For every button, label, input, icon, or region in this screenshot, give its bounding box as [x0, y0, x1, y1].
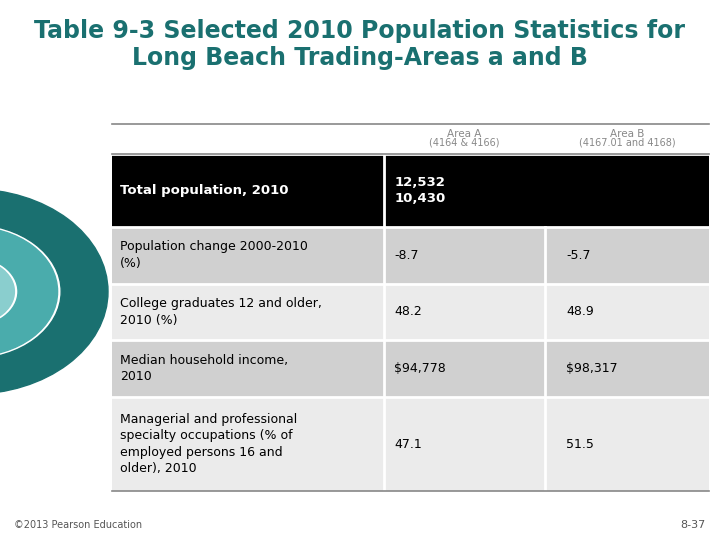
Text: $98,317: $98,317	[567, 362, 618, 375]
Text: Table 9-3 Selected 2010 Population Statistics for: Table 9-3 Selected 2010 Population Stati…	[35, 19, 685, 43]
Text: (4164 & 4166): (4164 & 4166)	[429, 138, 500, 148]
Text: -5.7: -5.7	[567, 248, 591, 262]
Text: 47.1: 47.1	[395, 437, 422, 451]
Text: Managerial and professional
specialty occupations (% of
employed persons 16 and
: Managerial and professional specialty oc…	[120, 413, 297, 475]
Text: College graduates 12 and older,
2010 (%): College graduates 12 and older, 2010 (%)	[120, 297, 322, 327]
Text: 48.2: 48.2	[395, 305, 422, 319]
Text: Long Beach Trading-Areas a and B: Long Beach Trading-Areas a and B	[132, 46, 588, 70]
Text: Area B: Area B	[610, 129, 644, 139]
Wedge shape	[0, 259, 14, 324]
Text: 51.5: 51.5	[567, 437, 594, 451]
Wedge shape	[0, 227, 58, 356]
Wedge shape	[0, 189, 108, 394]
Text: ©2013 Pearson Education: ©2013 Pearson Education	[14, 520, 143, 530]
Text: (4167.01 and 4168): (4167.01 and 4168)	[579, 138, 675, 148]
Text: Median household income,
2010: Median household income, 2010	[120, 354, 289, 383]
Text: Area A: Area A	[447, 129, 482, 139]
Text: 48.9: 48.9	[567, 305, 594, 319]
Text: 12,532
10,430: 12,532 10,430	[395, 176, 446, 205]
Text: Population change 2000-2010
(%): Population change 2000-2010 (%)	[120, 240, 308, 270]
Text: $94,778: $94,778	[395, 362, 446, 375]
Text: 8-37: 8-37	[680, 520, 706, 530]
Text: Total population, 2010: Total population, 2010	[120, 184, 289, 197]
Text: -8.7: -8.7	[395, 248, 419, 262]
